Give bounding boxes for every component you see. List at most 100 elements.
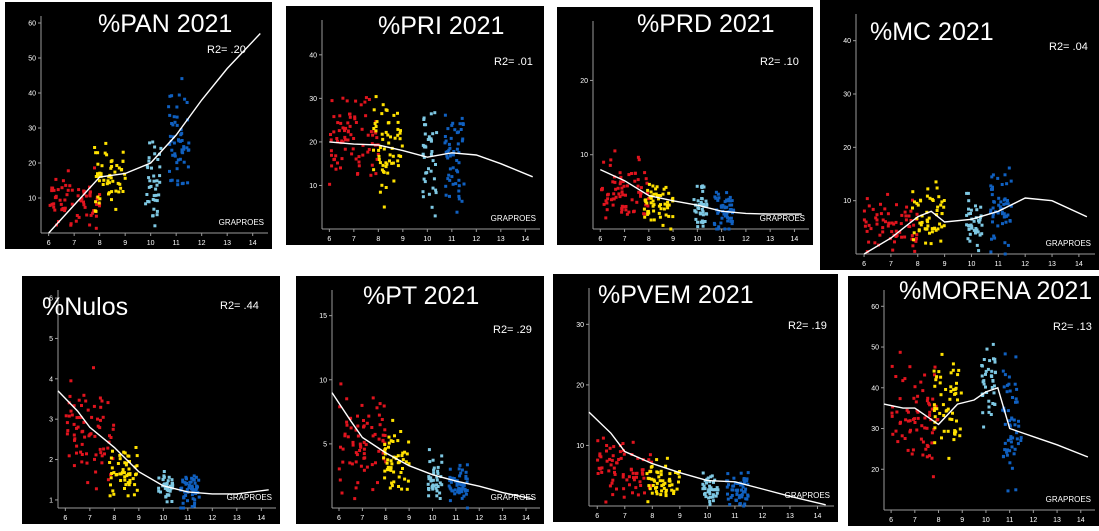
data-point	[993, 357, 997, 361]
data-point	[346, 129, 350, 133]
data-point	[69, 223, 73, 227]
data-point	[937, 195, 941, 199]
data-point	[611, 203, 615, 207]
data-point	[644, 203, 648, 207]
data-point	[1003, 215, 1007, 219]
data-point	[168, 169, 171, 173]
data-point	[940, 436, 943, 440]
data-point	[657, 197, 660, 201]
data-point	[424, 145, 428, 149]
data-point	[183, 490, 187, 494]
data-point	[739, 483, 743, 487]
data-point	[448, 499, 452, 503]
data-point	[953, 432, 957, 436]
y-tick-label: 50	[871, 345, 879, 352]
data-point	[427, 448, 431, 452]
data-point	[710, 474, 714, 478]
data-point	[913, 385, 917, 389]
data-point	[619, 175, 623, 179]
data-point	[648, 487, 652, 491]
data-point	[942, 429, 946, 433]
data-point	[390, 462, 394, 466]
data-point	[993, 370, 997, 374]
data-point	[908, 430, 912, 434]
data-point	[921, 440, 925, 444]
data-point	[617, 192, 621, 196]
data-point	[69, 409, 73, 413]
data-point	[906, 448, 910, 452]
data-point	[930, 230, 934, 234]
data-point	[932, 227, 936, 230]
data-point	[631, 440, 635, 444]
data-point	[713, 478, 717, 482]
data-point	[867, 204, 871, 208]
data-point	[714, 190, 718, 194]
data-point	[644, 198, 648, 202]
data-point	[422, 155, 426, 159]
panel-morena: 6 7 8 9 10 11 12 13 14 20 30 40 50 60 GRAPROES %MORENA…	[848, 276, 1099, 526]
data-point	[373, 432, 377, 436]
data-point	[168, 142, 172, 146]
data-point	[77, 398, 81, 402]
data-point	[986, 367, 990, 371]
data-point	[909, 209, 913, 213]
data-point	[103, 452, 106, 456]
data-point	[651, 184, 655, 188]
data-point	[341, 140, 345, 144]
data-point	[373, 122, 377, 125]
data-point	[740, 488, 743, 492]
panel-pt: 6 7 8 9 10 11 12 13 14 5 10 15 GRAPROES %PT 2021 R2=…	[296, 276, 544, 524]
data-point	[742, 504, 746, 508]
data-point	[449, 480, 453, 484]
data-point	[601, 436, 605, 440]
data-point	[151, 140, 155, 144]
data-point	[1006, 213, 1010, 217]
data-point	[447, 484, 451, 488]
data-point	[919, 223, 923, 227]
data-point	[898, 350, 902, 354]
data-point	[621, 193, 625, 197]
data-point	[443, 141, 447, 145]
data-point	[435, 478, 439, 482]
data-point	[709, 486, 713, 490]
data-point	[935, 407, 939, 411]
data-point	[967, 207, 970, 211]
data-point	[726, 472, 730, 476]
data-point	[921, 389, 925, 393]
data-point	[906, 410, 910, 414]
data-point	[620, 210, 624, 214]
data-point	[124, 483, 128, 487]
x-tick-label: 7	[913, 517, 917, 524]
data-point	[729, 495, 733, 499]
data-point	[655, 458, 659, 462]
data-point	[374, 129, 378, 133]
data-point	[923, 373, 927, 377]
data-point	[949, 371, 953, 375]
data-point	[958, 427, 962, 431]
data-point	[186, 165, 190, 169]
data-point	[643, 491, 646, 495]
data-point	[443, 135, 447, 138]
y-tick-label: 15	[319, 313, 327, 320]
data-point	[431, 478, 435, 482]
data-point	[627, 475, 631, 479]
data-point	[157, 486, 161, 490]
data-point	[926, 224, 930, 228]
data-point	[636, 184, 640, 188]
x-tick-label: 14	[791, 236, 799, 243]
data-point	[366, 133, 370, 137]
data-point	[458, 474, 462, 478]
data-point	[904, 418, 908, 422]
data-point	[722, 212, 726, 216]
data-point	[662, 207, 666, 211]
data-point	[1006, 199, 1009, 202]
data-point	[672, 492, 676, 495]
data-point	[351, 147, 355, 151]
data-point	[643, 212, 646, 216]
data-point	[886, 192, 890, 196]
data-point	[97, 201, 101, 205]
x-tick-label: 14	[521, 236, 529, 243]
data-point	[936, 418, 940, 421]
data-point	[123, 461, 127, 465]
data-point	[377, 437, 381, 441]
